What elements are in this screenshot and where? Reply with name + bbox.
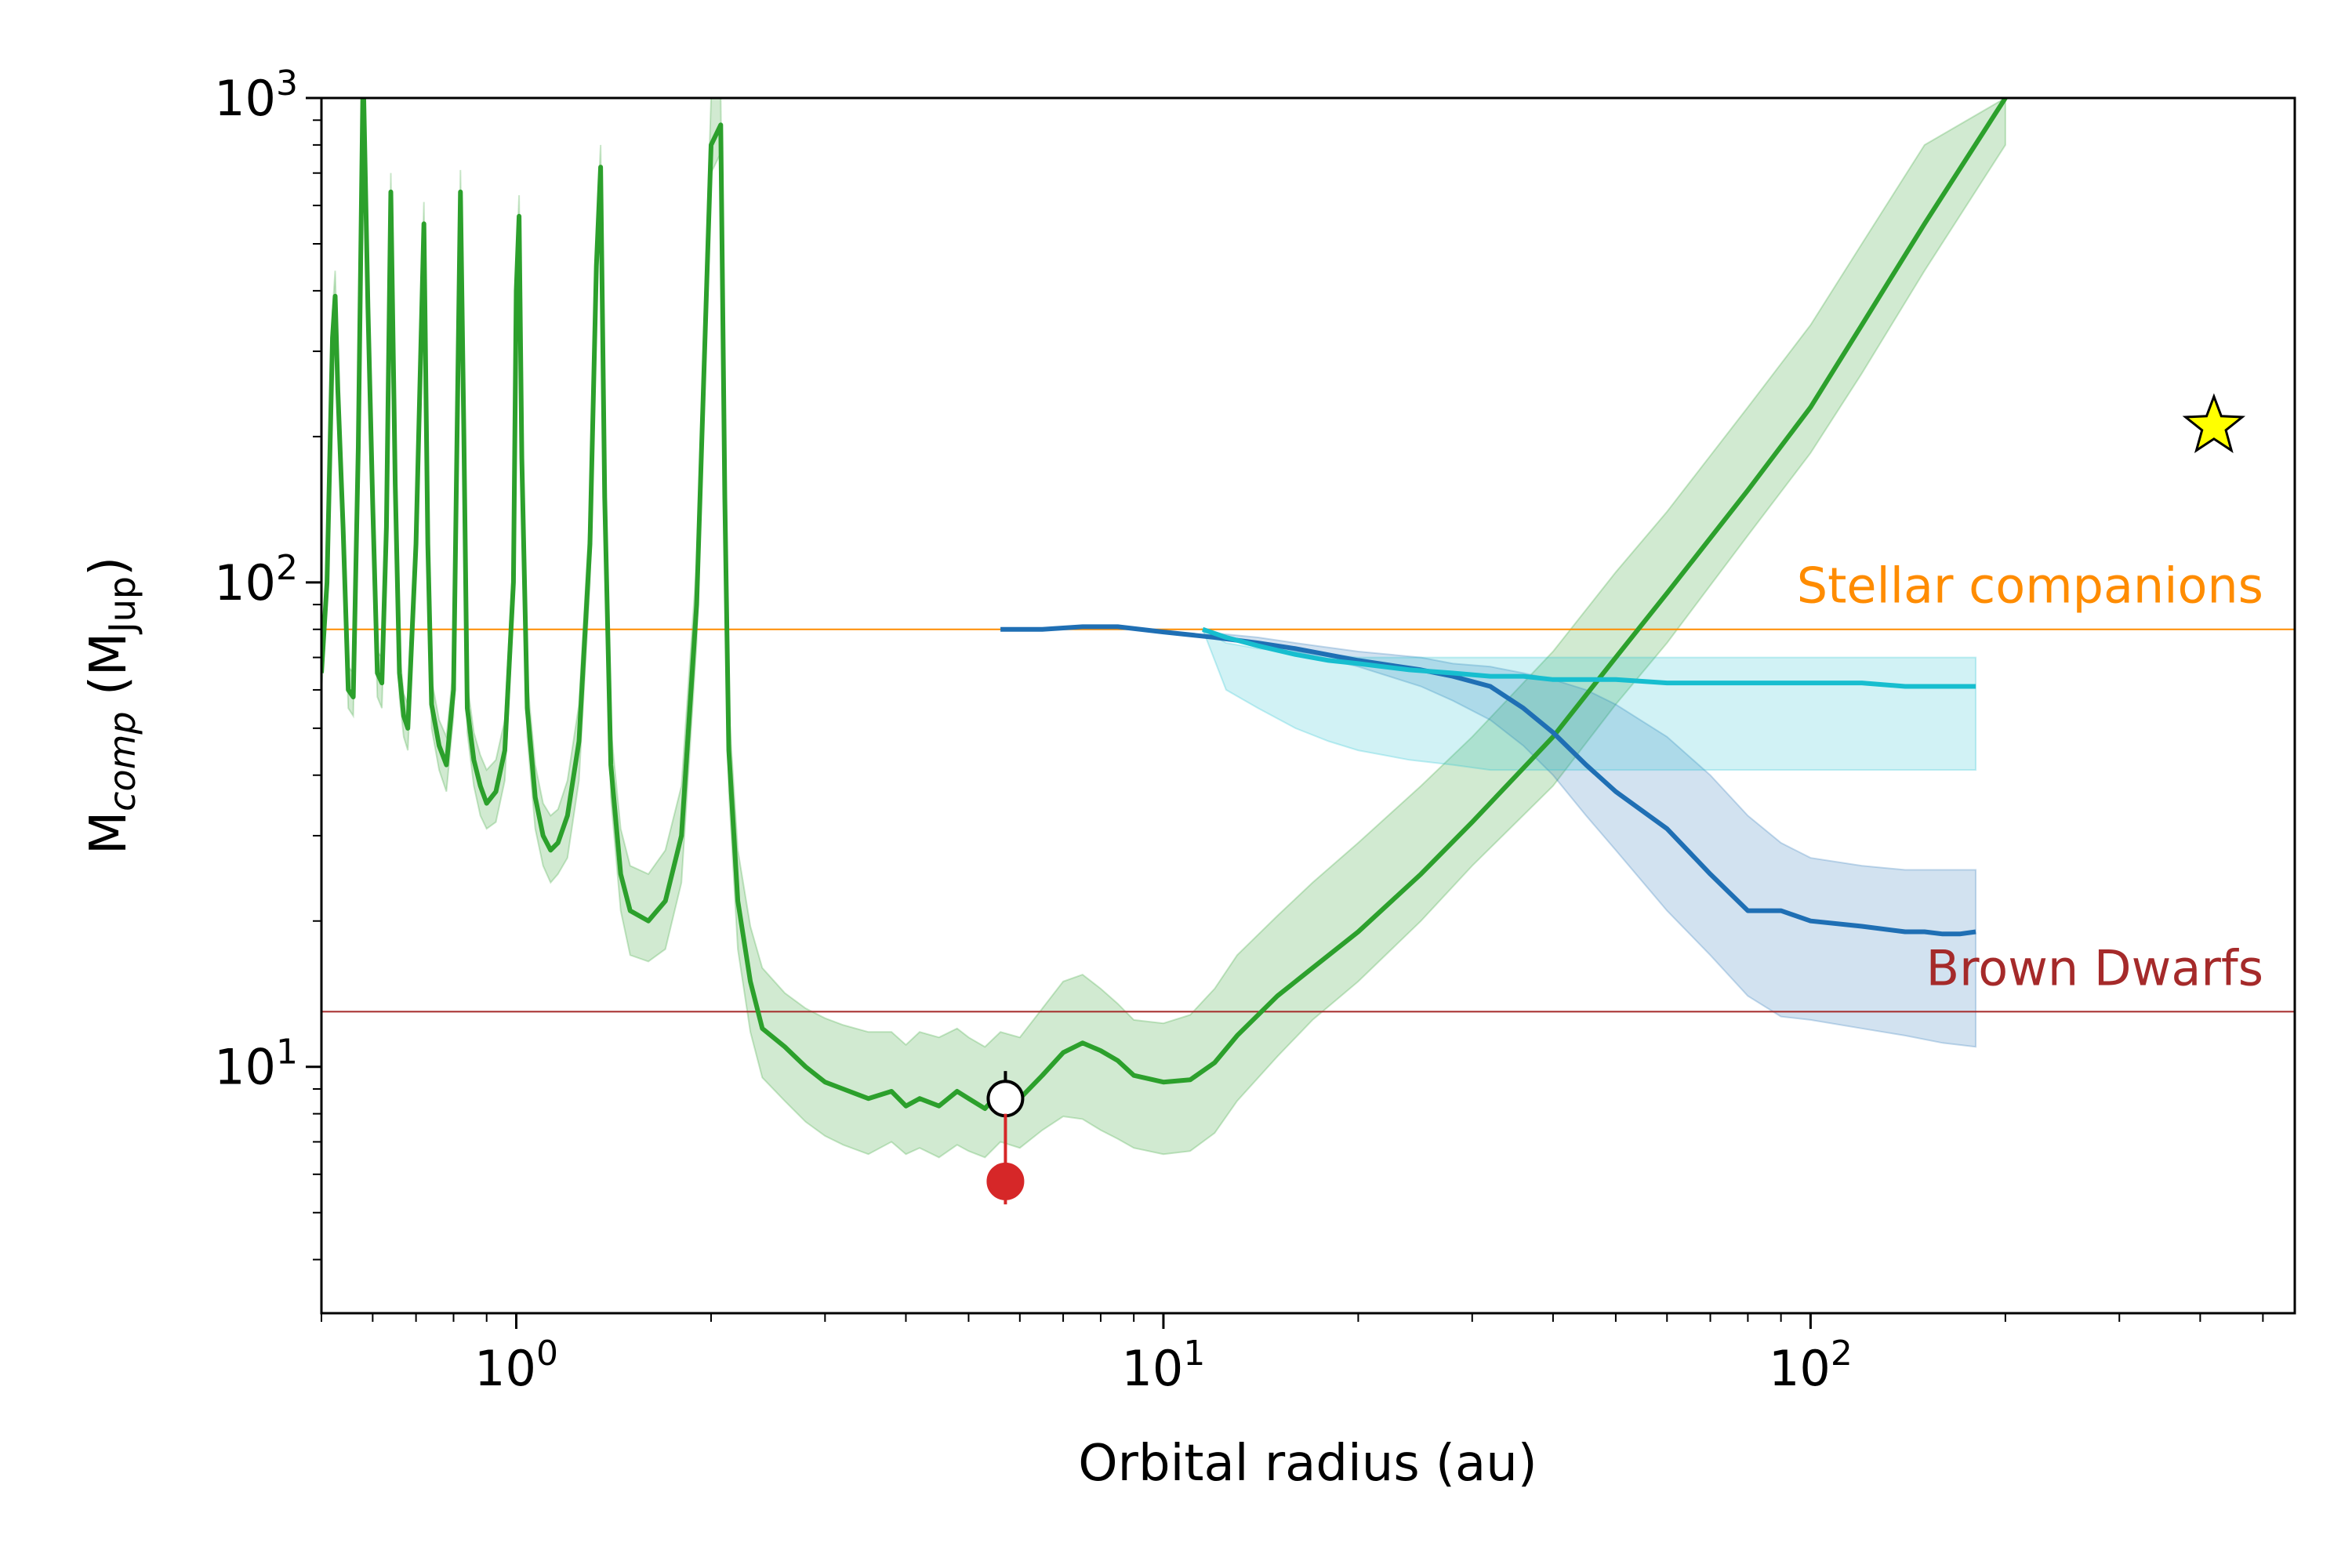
x-tick-label: 101 — [1121, 1334, 1205, 1397]
line-blue — [1000, 624, 1976, 937]
data-markers — [986, 393, 2246, 1205]
y-axis-label: Mcomp (MJup) — [80, 557, 143, 855]
y-label-paren-open: ( — [80, 676, 138, 711]
y-tick-label: 102 — [214, 548, 298, 612]
band-blue-band — [1202, 631, 1977, 1048]
star-marker — [2182, 393, 2246, 453]
x-tick-label: 102 — [1769, 1334, 1853, 1397]
svg-text:Mcomp (MJup): Mcomp (MJup) — [80, 557, 143, 855]
y-tick-label: 103 — [214, 64, 298, 127]
band-green — [321, 98, 2006, 1159]
y-label-unit-sub: Jup — [101, 576, 143, 635]
y-axis-ticks: 101 102 103 — [214, 64, 321, 1261]
x-tick-label: 100 — [474, 1334, 558, 1397]
y-label-sub: comp — [101, 711, 143, 811]
reference-label-1: Brown Dwarfs — [1926, 939, 2263, 996]
y-label-paren-close: ) — [80, 557, 138, 576]
reference-lines — [321, 628, 2295, 1013]
reference-labels: Stellar companions Brown Dwarfs — [1797, 557, 2263, 997]
y-tick-label: 101 — [214, 1033, 298, 1096]
red-dot-marker — [986, 1162, 1025, 1200]
reference-label-0: Stellar companions — [1797, 557, 2263, 615]
line-cyan — [1202, 626, 1976, 689]
open-circle-marker — [986, 1080, 1025, 1118]
y-label-base: M — [80, 811, 138, 855]
x-axis-label: Orbital radius (au) — [1078, 1435, 1537, 1493]
y-label-unit: M — [80, 633, 138, 676]
plot-frame — [320, 96, 2296, 1315]
series-lines — [321, 98, 2008, 1111]
x-axis-ticks: 100 101 102 — [321, 1313, 2264, 1397]
line-green — [321, 98, 2008, 1111]
